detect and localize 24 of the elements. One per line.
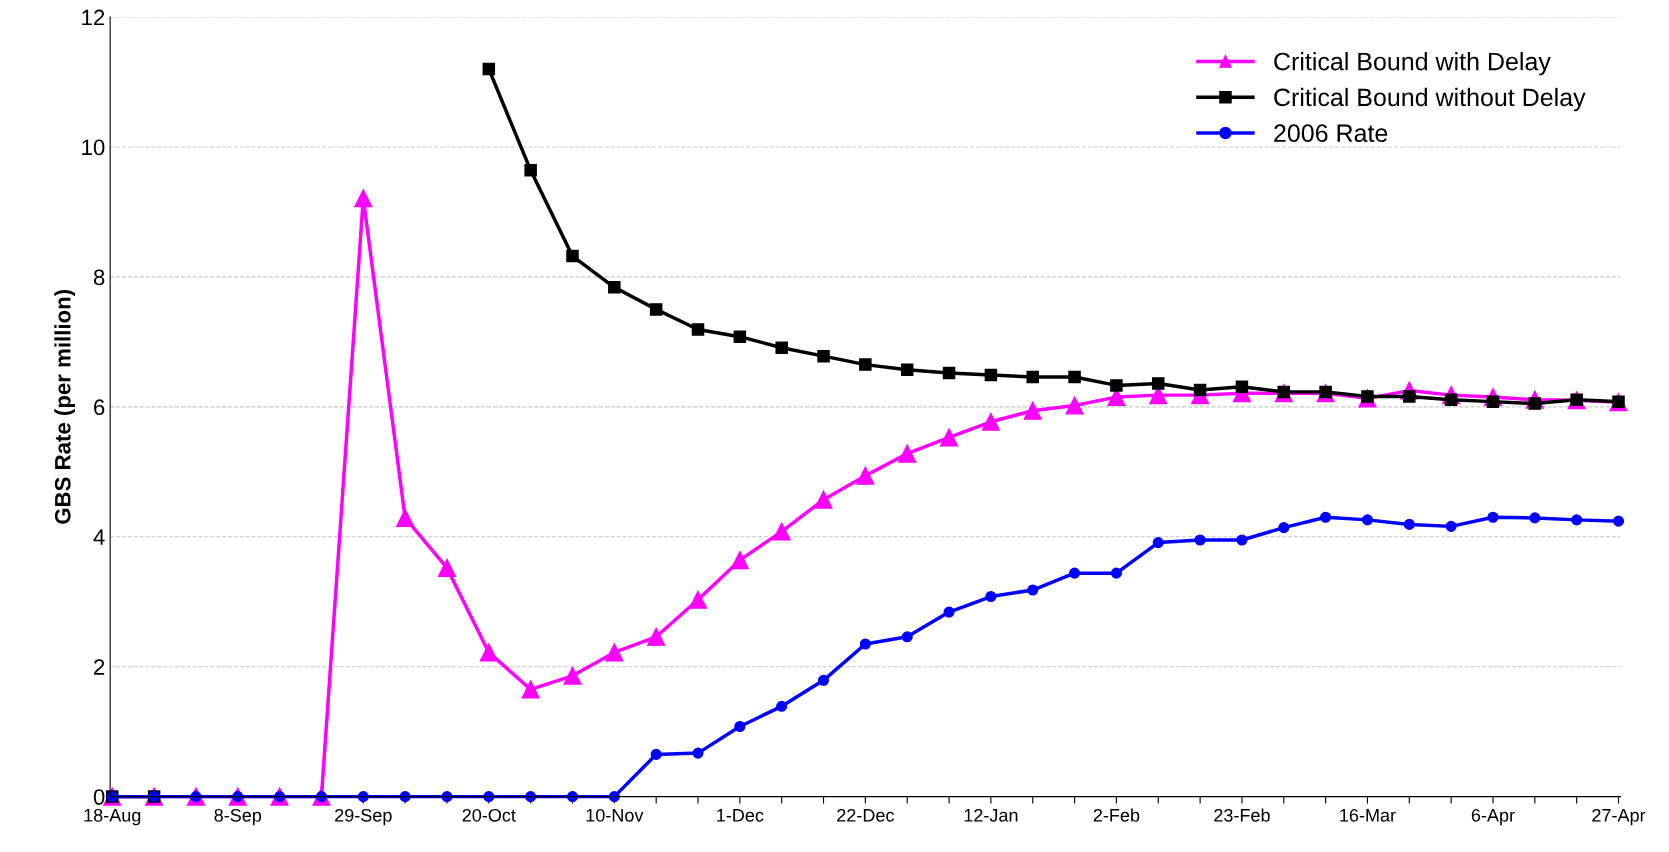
x-tick-label: 1-Dec bbox=[717, 809, 764, 822]
y-tick-label: 10 bbox=[82, 139, 105, 156]
x-tick-label: 6-Apr bbox=[1471, 808, 1515, 826]
legend-label: Critical Bound without Delay bbox=[1274, 87, 1586, 112]
y-tick-label: 4 bbox=[93, 529, 105, 545]
x-tick-label: 29-Sep bbox=[335, 808, 392, 826]
x-tick-label: 8-Sep bbox=[214, 808, 262, 826]
x-tick-label: 10-Nov bbox=[586, 808, 644, 822]
x-tick-label: 27-Apr bbox=[1592, 808, 1646, 826]
y-tick-label: 2 bbox=[94, 659, 105, 675]
x-tick-label: 12-Jan bbox=[964, 808, 1018, 822]
legend-label: Critical Bound with Delay bbox=[1274, 52, 1551, 76]
y-tick-label: 6 bbox=[94, 399, 105, 416]
x-tick-label: 18-Aug bbox=[84, 808, 141, 826]
x-tick-label: 20-Oct bbox=[462, 808, 516, 822]
legend-label: 2006 Rate bbox=[1274, 124, 1388, 143]
x-tick-label: 16-Mar bbox=[1340, 808, 1396, 822]
y-axis-title: GBS Rate (per million) bbox=[54, 290, 76, 524]
y-tick-label: 0 bbox=[93, 789, 105, 805]
x-tick-label: 22-Dec bbox=[837, 808, 894, 822]
x-tick-label: 23-Feb bbox=[1214, 808, 1270, 822]
y-tick-label: 8 bbox=[93, 269, 105, 286]
x-tick-label: 2-Feb bbox=[1093, 808, 1140, 822]
y-tick-label: 12 bbox=[82, 9, 105, 26]
